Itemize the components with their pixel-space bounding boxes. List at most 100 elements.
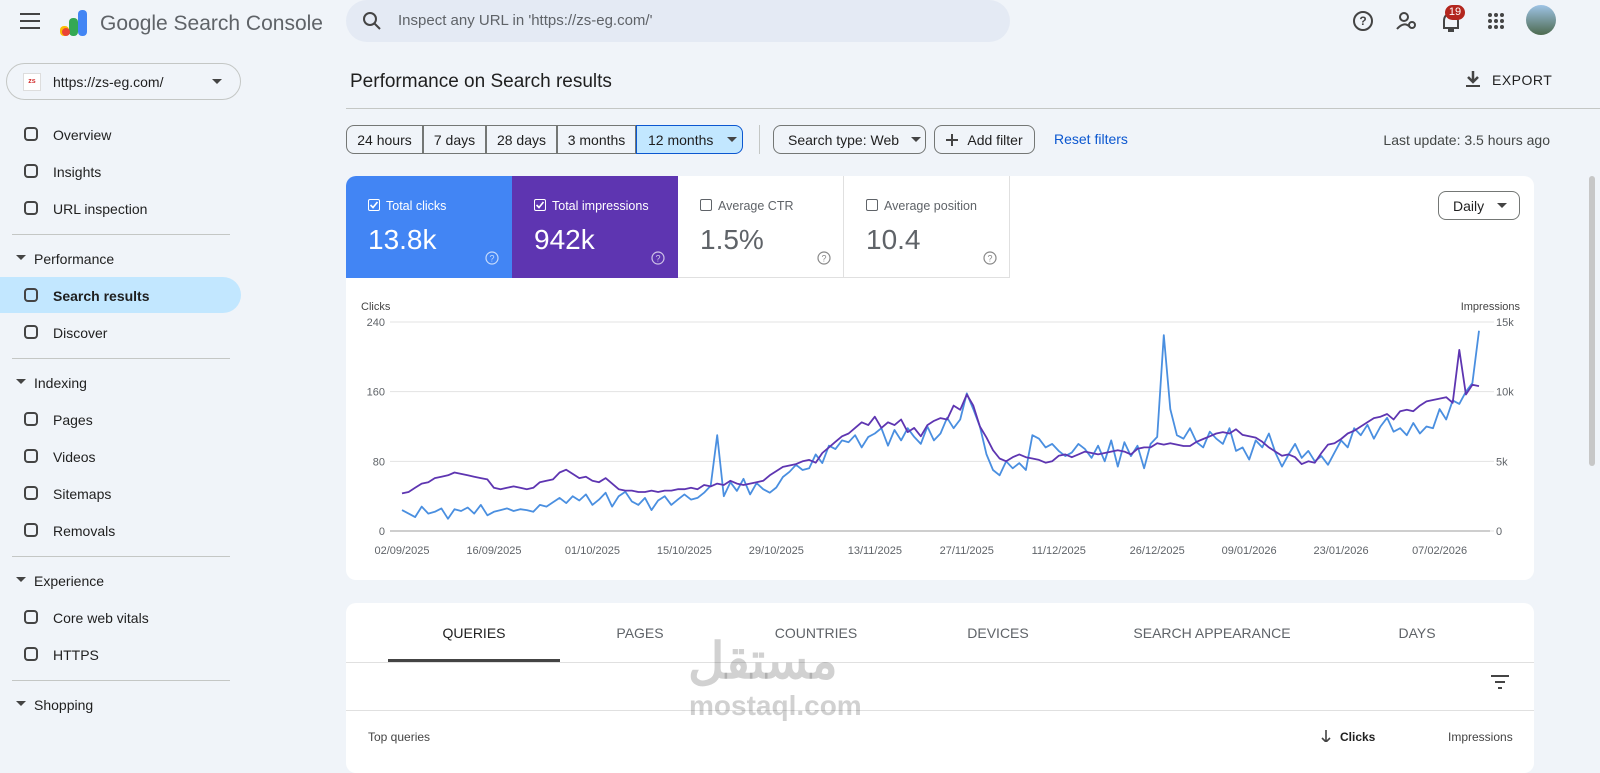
reset-filters-link[interactable]: Reset filters: [1054, 131, 1128, 147]
date-range-option[interactable]: 28 days: [486, 125, 557, 154]
date-range-option[interactable]: 24 hours: [346, 125, 423, 154]
tab[interactable]: QUERIES: [442, 625, 506, 641]
y-tick-label: 240: [367, 317, 385, 329]
menu-icon[interactable]: [20, 12, 42, 30]
apps-icon[interactable]: [1487, 12, 1505, 30]
scrollbar[interactable]: [1589, 176, 1595, 466]
nav-active-bg: [0, 277, 241, 313]
metric-card[interactable]: Total impressions 942k?: [512, 176, 678, 278]
metric-help-icon[interactable]: ?: [651, 251, 665, 265]
nav-item[interactable]: Removals: [53, 523, 116, 539]
property-selector[interactable]: zs https://zs-eg.com/: [6, 63, 241, 100]
icon-shape: [24, 449, 38, 463]
collapse-caret[interactable]: [16, 701, 26, 707]
download-icon[interactable]: [1465, 70, 1481, 88]
nav-item[interactable]: Videos: [53, 449, 96, 465]
x-tick-label: 26/12/2025: [1130, 545, 1185, 557]
interval-dropdown[interactable]: Daily: [1438, 191, 1520, 220]
tab-underline: [388, 659, 560, 662]
nav-heading[interactable]: Performance: [34, 251, 115, 267]
avatar[interactable]: [1526, 5, 1556, 35]
nav-item[interactable]: Sitemaps: [53, 486, 112, 502]
divider: [12, 680, 230, 681]
nav-icon: [24, 647, 38, 661]
metric-help-icon[interactable]: ?: [983, 251, 997, 265]
metric-card[interactable]: Total clicks 13.8k?: [346, 176, 512, 278]
divider: [346, 108, 1600, 109]
icon-shape: [24, 164, 38, 178]
plus-icon: [946, 133, 959, 146]
nav-heading[interactable]: Indexing: [34, 375, 87, 391]
sidebar: Overview Insights URL inspection Performanc…: [0, 0, 245, 753]
search-box[interactable]: Inspect any URL in 'https://zs-eg.com/': [346, 0, 1010, 42]
watermark-latin: mostaql.com: [689, 690, 862, 721]
nav-heading[interactable]: Experience: [34, 573, 105, 589]
metric-card[interactable]: Average CTR 1.5%?: [678, 176, 844, 278]
add-filter-button[interactable]: Add filter: [934, 125, 1035, 154]
icon-shape: [24, 201, 38, 215]
nav-item[interactable]: Core web vitals: [53, 610, 149, 626]
export-button[interactable]: EXPORT: [1492, 72, 1553, 88]
tab[interactable]: SEARCH APPEARANCE: [1133, 625, 1291, 641]
nav-icon: [24, 449, 38, 463]
icon-shape: [24, 288, 38, 302]
x-tick-label: 13/11/2025: [848, 545, 902, 557]
chart-card: Total clicks 13.8k? Total impressions 942k?…: [346, 176, 1534, 580]
metric-help-icon[interactable]: ?: [485, 251, 499, 265]
series-line: [401, 349, 1480, 495]
y-tick-label: 80: [373, 456, 385, 468]
date-range-option[interactable]: 3 months: [557, 125, 636, 154]
y2-tick-label: 10k: [1496, 387, 1514, 399]
date-range-option[interactable]: 7 days: [423, 125, 486, 154]
search-type-filter[interactable]: Search type: Web: [773, 125, 926, 154]
metric-value: 13.8k: [368, 224, 437, 255]
svg-text:?: ?: [987, 254, 992, 264]
collapse-caret[interactable]: [16, 577, 26, 583]
svg-text:?: ?: [489, 254, 494, 264]
nav-icon: [24, 164, 38, 178]
column-header[interactable]: Impressions: [1448, 730, 1513, 744]
metric-checkbox: [368, 199, 380, 211]
x-tick-label: 02/09/2025: [374, 545, 429, 557]
axis-title: Clicks: [361, 301, 391, 313]
search-placeholder: Inspect any URL in 'https://zs-eg.com/': [398, 12, 653, 29]
tab[interactable]: DEVICES: [967, 625, 1029, 641]
nav-item[interactable]: URL inspection: [53, 201, 148, 217]
column-header[interactable]: Clicks: [1340, 730, 1376, 744]
help-icon[interactable]: ?: [1352, 10, 1374, 32]
nav-item[interactable]: Search results: [53, 288, 150, 304]
nav-item[interactable]: Pages: [53, 412, 93, 428]
logo: [60, 10, 87, 36]
nav-item[interactable]: Insights: [53, 164, 102, 180]
table-card: QUERIES PAGES COUNTRIES DEVICES SEARCH APPEA…: [346, 603, 1534, 773]
divider: [346, 662, 1534, 663]
date-range-option[interactable]: 12 months: [636, 125, 743, 154]
sort-icon: [1321, 730, 1331, 742]
tab[interactable]: COUNTRIES: [774, 625, 858, 641]
admin-icon[interactable]: [1396, 10, 1418, 32]
filter-icon[interactable]: [1491, 675, 1509, 689]
collapse-caret[interactable]: [16, 379, 26, 385]
x-tick-label: 29/10/2025: [749, 545, 804, 557]
nav-item[interactable]: Overview: [53, 127, 112, 143]
metric-help-icon[interactable]: ?: [817, 251, 831, 265]
tab[interactable]: DAYS: [1398, 625, 1436, 641]
nav-icon: [24, 201, 38, 215]
nav-heading[interactable]: Shopping: [34, 697, 94, 713]
collapse-caret[interactable]: [16, 255, 26, 261]
nav-item[interactable]: Discover: [53, 325, 108, 341]
nav-icon: [24, 610, 38, 624]
metric-checkbox: [700, 199, 712, 211]
metric-cards: Total clicks 13.8k? Total impressions 942k?…: [346, 176, 1010, 278]
tab[interactable]: PAGES: [616, 625, 664, 641]
nav-item[interactable]: HTTPS: [53, 647, 99, 663]
metric-checkbox: [866, 199, 878, 211]
svg-text:?: ?: [655, 254, 660, 264]
icon-shape: [24, 610, 38, 624]
watermark-arabic: مستقل: [688, 633, 838, 689]
axis-title: Impressions: [1461, 301, 1521, 313]
icon-shape: [24, 412, 38, 426]
metric-card[interactable]: Average position 10.4?: [844, 176, 1010, 278]
